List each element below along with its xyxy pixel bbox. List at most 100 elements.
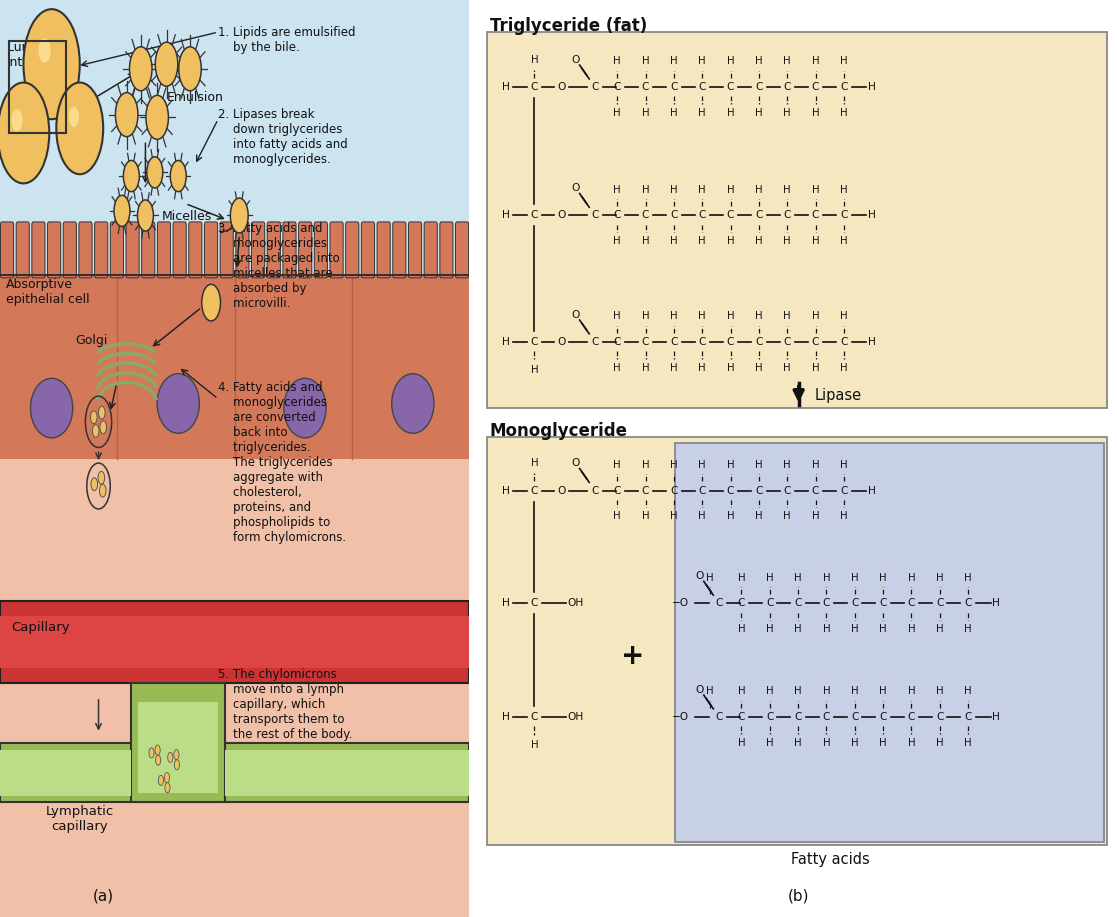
Text: H: H xyxy=(783,57,791,66)
Text: C: C xyxy=(840,337,848,347)
Text: C: C xyxy=(794,599,802,608)
Text: C: C xyxy=(531,599,538,608)
FancyBboxPatch shape xyxy=(226,750,469,796)
Text: H: H xyxy=(822,687,830,696)
Text: C: C xyxy=(727,337,734,347)
Text: H: H xyxy=(851,687,859,696)
Text: H: H xyxy=(531,740,538,749)
Circle shape xyxy=(98,406,105,419)
FancyBboxPatch shape xyxy=(0,616,469,668)
FancyBboxPatch shape xyxy=(0,743,469,802)
FancyBboxPatch shape xyxy=(264,232,269,275)
Circle shape xyxy=(174,759,180,769)
Text: H: H xyxy=(727,237,734,246)
Circle shape xyxy=(159,776,163,785)
FancyBboxPatch shape xyxy=(362,222,374,278)
Text: H: H xyxy=(698,512,706,521)
Text: 4. Fatty acids and
    monoglycerides
    are converted
    back into
    trigly: 4. Fatty acids and monoglycerides are co… xyxy=(218,381,346,544)
Text: C: C xyxy=(755,337,763,347)
Text: C: C xyxy=(591,337,599,347)
Text: O: O xyxy=(557,486,566,495)
Text: H: H xyxy=(840,57,848,66)
FancyBboxPatch shape xyxy=(106,232,112,275)
Circle shape xyxy=(93,425,99,437)
Text: H: H xyxy=(812,108,820,117)
Text: C: C xyxy=(613,211,621,220)
Text: H: H xyxy=(840,512,848,521)
Circle shape xyxy=(130,47,152,91)
Text: H: H xyxy=(698,237,706,246)
Text: H: H xyxy=(766,738,773,747)
FancyBboxPatch shape xyxy=(298,222,312,278)
Text: H: H xyxy=(502,337,509,347)
Text: Triglyceride (fat): Triglyceride (fat) xyxy=(490,17,647,35)
FancyBboxPatch shape xyxy=(424,222,437,278)
FancyBboxPatch shape xyxy=(157,222,171,278)
Text: −O: −O xyxy=(672,599,689,608)
Text: H: H xyxy=(879,624,887,634)
Text: C: C xyxy=(783,486,791,495)
Text: C: C xyxy=(755,486,763,495)
FancyBboxPatch shape xyxy=(122,232,127,275)
FancyBboxPatch shape xyxy=(378,222,390,278)
Text: H: H xyxy=(698,108,706,117)
Text: H: H xyxy=(755,363,763,372)
Text: H: H xyxy=(755,460,763,470)
FancyBboxPatch shape xyxy=(311,232,316,275)
Text: H: H xyxy=(531,458,538,468)
Text: H: H xyxy=(879,687,887,696)
Text: Capillary: Capillary xyxy=(11,621,70,634)
Text: O: O xyxy=(696,571,704,580)
Text: C: C xyxy=(531,211,538,220)
Text: C: C xyxy=(783,83,791,92)
Text: C: C xyxy=(531,337,538,347)
FancyBboxPatch shape xyxy=(675,443,1105,842)
Text: H: H xyxy=(502,713,509,722)
Text: H: H xyxy=(613,460,621,470)
Text: H: H xyxy=(613,512,621,521)
Text: H: H xyxy=(698,363,706,372)
Text: H: H xyxy=(822,624,830,634)
Text: H: H xyxy=(964,573,972,582)
FancyBboxPatch shape xyxy=(0,0,469,413)
Text: Lumen of
intestine: Lumen of intestine xyxy=(7,41,66,70)
Text: O: O xyxy=(557,83,566,92)
Circle shape xyxy=(69,106,79,127)
Text: H: H xyxy=(868,486,876,495)
FancyBboxPatch shape xyxy=(200,232,206,275)
FancyBboxPatch shape xyxy=(373,232,379,275)
Text: O: O xyxy=(572,183,580,193)
FancyBboxPatch shape xyxy=(267,222,280,278)
FancyBboxPatch shape xyxy=(28,232,34,275)
Text: C: C xyxy=(851,599,858,608)
Text: H: H xyxy=(727,57,734,66)
FancyBboxPatch shape xyxy=(173,222,187,278)
FancyBboxPatch shape xyxy=(220,222,233,278)
Text: H: H xyxy=(812,312,820,321)
FancyBboxPatch shape xyxy=(132,683,226,802)
Text: H: H xyxy=(907,687,915,696)
Text: H: H xyxy=(670,57,678,66)
Text: H: H xyxy=(783,363,791,372)
Circle shape xyxy=(230,198,248,233)
Circle shape xyxy=(38,39,50,62)
Circle shape xyxy=(202,284,220,321)
Text: H: H xyxy=(812,512,820,521)
Text: Emulsion: Emulsion xyxy=(166,91,223,104)
Text: H: H xyxy=(936,573,944,582)
Text: H: H xyxy=(812,185,820,194)
Text: H: H xyxy=(794,624,802,634)
Text: −O: −O xyxy=(672,713,689,722)
Text: Monoglyceride: Monoglyceride xyxy=(490,422,628,440)
FancyBboxPatch shape xyxy=(248,232,252,275)
Circle shape xyxy=(165,783,170,792)
Circle shape xyxy=(115,93,137,137)
Ellipse shape xyxy=(30,378,73,438)
Circle shape xyxy=(56,83,103,174)
FancyBboxPatch shape xyxy=(95,222,107,278)
Text: H: H xyxy=(812,363,820,372)
Text: C: C xyxy=(783,337,791,347)
Text: C: C xyxy=(670,337,678,347)
Text: H: H xyxy=(783,512,791,521)
Text: (a): (a) xyxy=(93,889,114,903)
